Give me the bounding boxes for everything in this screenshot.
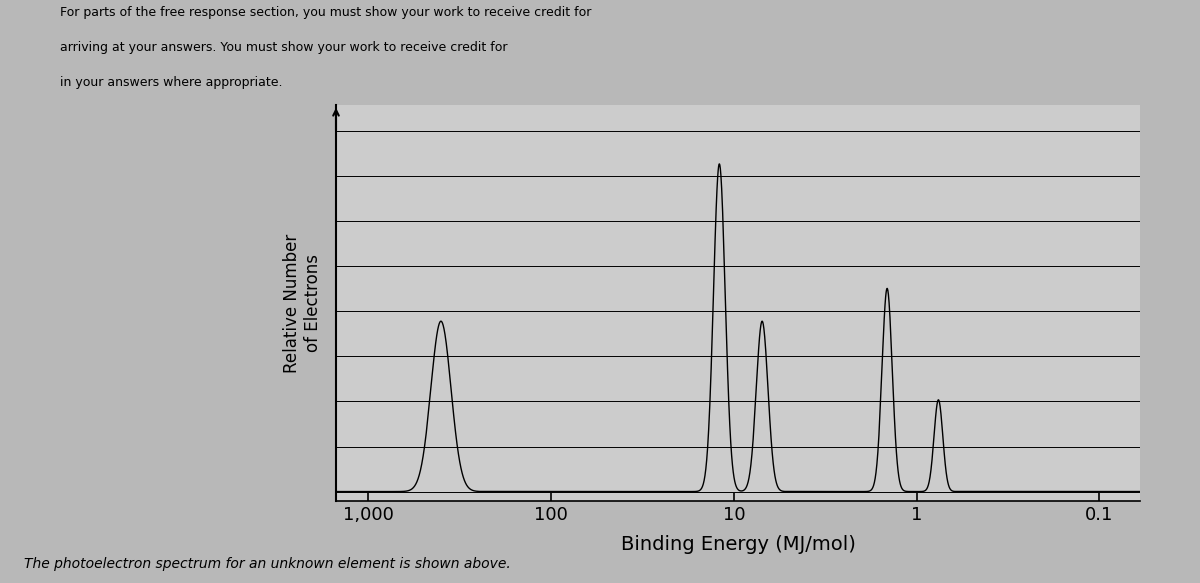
- X-axis label: Binding Energy (MJ/mol): Binding Energy (MJ/mol): [620, 535, 856, 554]
- Text: The photoelectron spectrum for an unknown element is shown above.: The photoelectron spectrum for an unknow…: [24, 557, 511, 571]
- Text: For parts of the free response section, you must show your work to receive credi: For parts of the free response section, …: [60, 6, 592, 19]
- Text: in your answers where appropriate.: in your answers where appropriate.: [60, 76, 282, 89]
- Text: arriving at your answers. You must show your work to receive credit for: arriving at your answers. You must show …: [60, 41, 508, 54]
- Y-axis label: Relative Number
of Electrons: Relative Number of Electrons: [283, 234, 322, 373]
